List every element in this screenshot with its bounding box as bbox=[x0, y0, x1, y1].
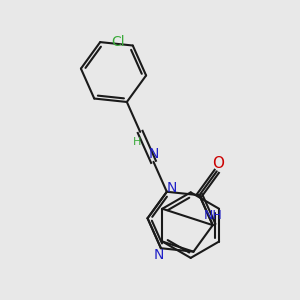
Text: NH: NH bbox=[203, 209, 222, 222]
Text: H: H bbox=[133, 137, 141, 147]
Text: N: N bbox=[167, 182, 177, 196]
Text: N: N bbox=[148, 147, 159, 160]
Text: O: O bbox=[212, 156, 224, 171]
Text: N: N bbox=[154, 248, 164, 262]
Text: Cl: Cl bbox=[112, 35, 125, 49]
